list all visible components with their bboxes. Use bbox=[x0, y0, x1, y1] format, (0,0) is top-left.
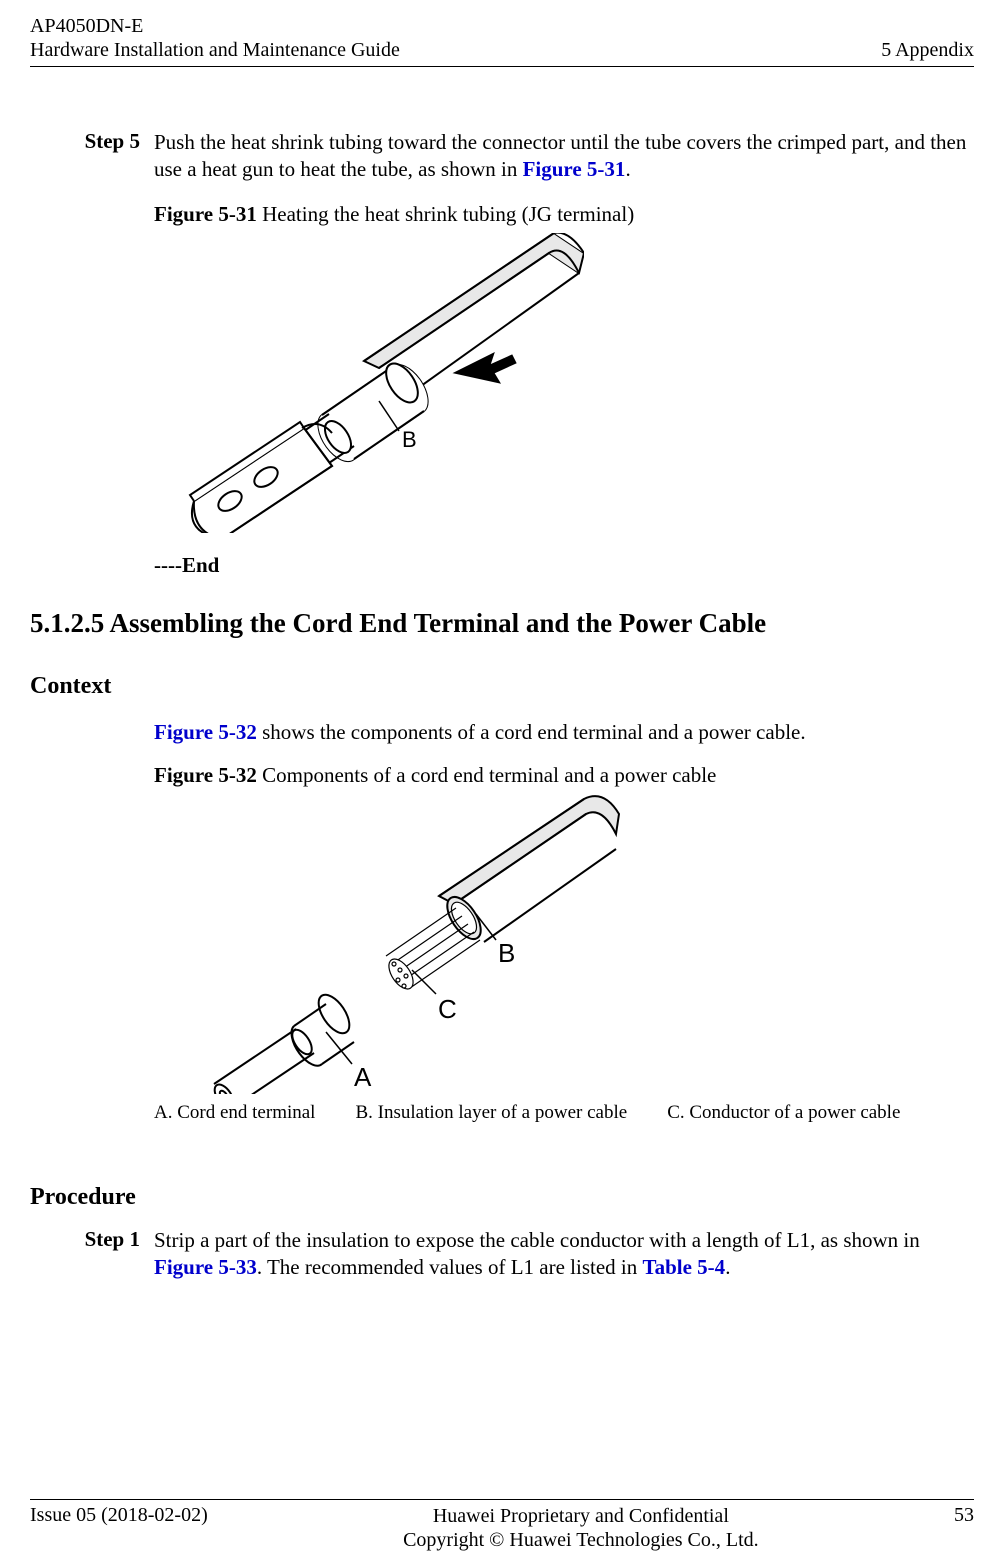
doc-title: Hardware Installation and Maintenance Gu… bbox=[30, 38, 400, 62]
figure-5-32-svg: A C B bbox=[154, 794, 624, 1094]
legend-b: B. Insulation layer of a power cable bbox=[355, 1102, 627, 1124]
context-text-after: shows the components of a cord end termi… bbox=[257, 720, 806, 744]
step-1-text-mid: . The recommended values of L1 are liste… bbox=[257, 1255, 643, 1279]
table-5-4-link[interactable]: Table 5-4 bbox=[643, 1255, 726, 1279]
page-body: Step 5 Push the heat shrink tubing towar… bbox=[30, 67, 974, 1281]
context-paragraph: Figure 5-32 shows the components of a co… bbox=[154, 720, 974, 745]
figure-5-33-link[interactable]: Figure 5-33 bbox=[154, 1255, 257, 1279]
step-1: Step 1 Strip a part of the insulation to… bbox=[30, 1227, 974, 1282]
footer-line1: Huawei Proprietary and Confidential bbox=[403, 1504, 759, 1528]
context-heading: Context bbox=[30, 673, 974, 700]
figure-5-31-caption: Figure 5-31 Heating the heat shrink tubi… bbox=[154, 202, 974, 227]
procedure-heading: Procedure bbox=[30, 1184, 974, 1211]
page-footer: Issue 05 (2018-02-02) Huawei Proprietary… bbox=[30, 1499, 974, 1552]
figure-5-32-label-c: C bbox=[438, 994, 457, 1024]
step-5-text-after: . bbox=[625, 157, 630, 181]
figure-5-32-block: Figure 5-32 Components of a cord end ter… bbox=[154, 763, 974, 1124]
end-marker: ----End bbox=[154, 553, 974, 578]
figure-5-32-link[interactable]: Figure 5-32 bbox=[154, 720, 257, 744]
product-name: AP4050DN-E bbox=[30, 14, 400, 38]
legend-a: A. Cord end terminal bbox=[154, 1102, 315, 1124]
step-1-label: Step 1 bbox=[72, 1227, 140, 1252]
figure-5-31-caption-text: Heating the heat shrink tubing (JG termi… bbox=[257, 202, 634, 226]
footer-line2: Copyright © Huawei Technologies Co., Ltd… bbox=[403, 1528, 759, 1552]
step-1-text-after: . bbox=[725, 1255, 730, 1279]
footer-center: Huawei Proprietary and Confidential Copy… bbox=[403, 1504, 759, 1552]
step-1-text-before: Strip a part of the insulation to expose… bbox=[154, 1228, 920, 1252]
step-label-area-1: Step 1 bbox=[30, 1227, 140, 1252]
figure-5-32-label-a: A bbox=[354, 1062, 372, 1092]
figure-5-31-svg: B bbox=[154, 233, 584, 533]
footer-page-number: 53 bbox=[954, 1504, 974, 1527]
figure-5-32-caption-text: Components of a cord end terminal and a … bbox=[257, 763, 717, 787]
footer-issue: Issue 05 (2018-02-02) bbox=[30, 1504, 208, 1527]
section-title: Assembling the Cord End Terminal and the… bbox=[104, 608, 766, 638]
section-5-1-2-5-heading: 5.1.2.5 Assembling the Cord End Terminal… bbox=[30, 608, 974, 639]
step-5-label: Step 5 bbox=[72, 129, 140, 154]
figure-5-31-link[interactable]: Figure 5-31 bbox=[523, 157, 626, 181]
page: AP4050DN-E Hardware Installation and Mai… bbox=[0, 0, 1004, 1566]
legend-c: C. Conductor of a power cable bbox=[667, 1102, 900, 1124]
step-5: Step 5 Push the heat shrink tubing towar… bbox=[30, 129, 974, 184]
page-header: AP4050DN-E Hardware Installation and Mai… bbox=[30, 0, 974, 67]
step-1-text: Strip a part of the insulation to expose… bbox=[154, 1227, 974, 1282]
header-chapter: 5 Appendix bbox=[881, 38, 974, 62]
figure-5-32-label-b: B bbox=[498, 938, 515, 968]
figure-5-32-number: Figure 5-32 bbox=[154, 763, 257, 787]
figure-5-31-block: Figure 5-31 Heating the heat shrink tubi… bbox=[154, 202, 974, 578]
step-5-text: Push the heat shrink tubing toward the c… bbox=[154, 129, 974, 184]
step-label-area: Step 5 bbox=[30, 129, 140, 154]
figure-5-31-label-b: B bbox=[402, 427, 417, 452]
section-number: 5.1.2.5 bbox=[30, 608, 104, 638]
figure-5-32-legend: A. Cord end terminal B. Insulation layer… bbox=[154, 1102, 974, 1124]
figure-5-31-number: Figure 5-31 bbox=[154, 202, 257, 226]
figure-5-32-caption: Figure 5-32 Components of a cord end ter… bbox=[154, 763, 974, 788]
header-left: AP4050DN-E Hardware Installation and Mai… bbox=[30, 14, 400, 62]
